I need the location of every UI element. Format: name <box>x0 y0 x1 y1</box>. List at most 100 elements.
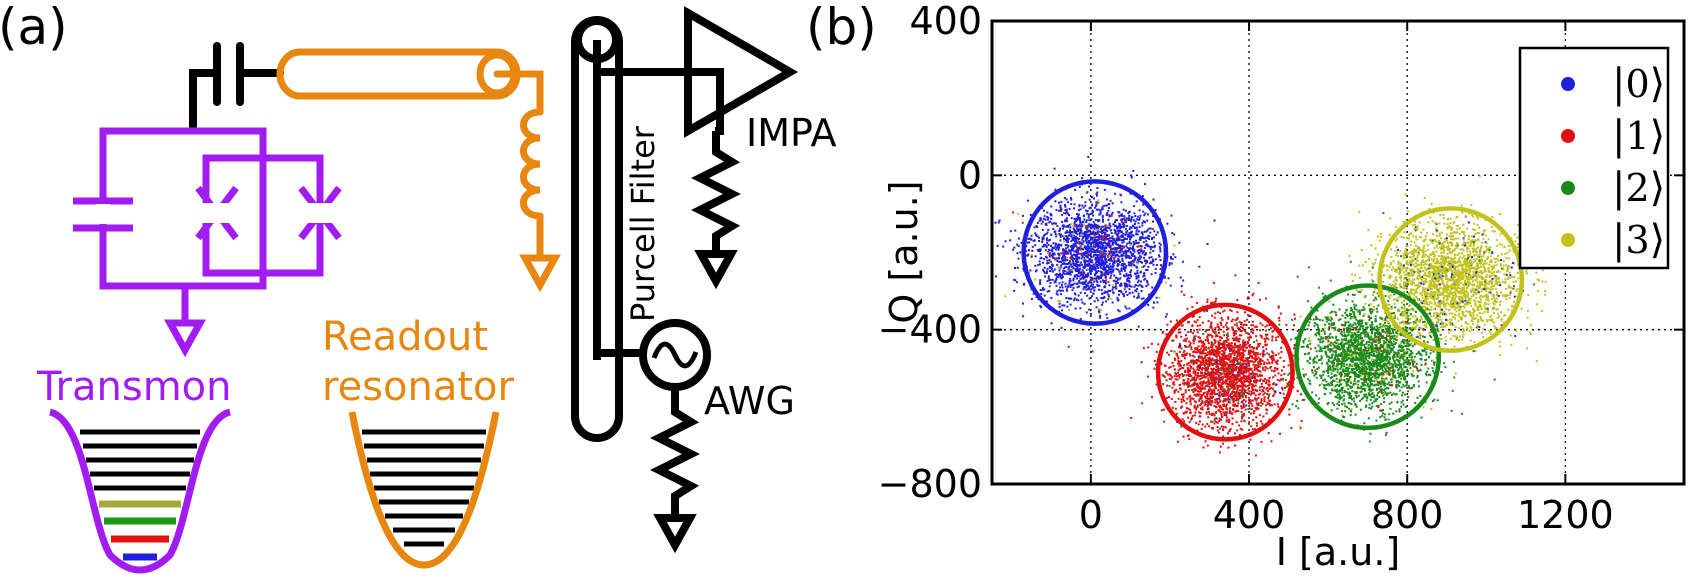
data-point <box>1084 234 1087 237</box>
data-point <box>1152 236 1155 239</box>
data-point <box>1266 386 1269 389</box>
data-point <box>1078 240 1081 243</box>
data-point <box>1206 242 1209 245</box>
data-point <box>1196 348 1199 351</box>
data-point <box>1248 390 1251 393</box>
data-point <box>1073 222 1076 225</box>
data-point <box>1369 398 1372 401</box>
data-point <box>1217 431 1220 434</box>
data-point <box>1062 262 1065 265</box>
data-point <box>1202 352 1205 355</box>
data-point <box>1217 365 1220 368</box>
data-point <box>1191 414 1194 417</box>
data-point <box>1090 270 1093 273</box>
data-point <box>1060 233 1063 236</box>
data-point <box>1129 256 1132 259</box>
data-point <box>1108 254 1111 257</box>
data-point <box>1216 421 1219 424</box>
data-point <box>1406 319 1409 322</box>
data-point <box>1121 233 1124 236</box>
resonator-potential <box>348 411 500 569</box>
data-point <box>1112 252 1115 255</box>
data-point <box>1070 202 1073 205</box>
data-point <box>1341 357 1344 360</box>
data-point <box>1122 254 1125 257</box>
data-point <box>1193 393 1196 396</box>
data-point <box>1276 362 1279 365</box>
data-point <box>1282 359 1285 362</box>
data-point <box>1047 252 1050 255</box>
data-point <box>1402 349 1405 352</box>
data-point <box>1207 390 1210 393</box>
data-point <box>1180 425 1183 428</box>
data-point <box>1083 267 1086 270</box>
data-point <box>1220 414 1223 417</box>
data-point <box>1084 209 1087 212</box>
data-point <box>1238 320 1241 323</box>
data-point <box>1167 396 1170 399</box>
data-point <box>1061 304 1064 307</box>
data-point <box>1134 215 1137 218</box>
data-point <box>1233 405 1236 408</box>
data-point <box>1296 275 1299 278</box>
data-point <box>1254 407 1257 410</box>
data-point <box>1217 367 1220 370</box>
data-point <box>1070 217 1073 220</box>
data-point <box>1205 362 1208 365</box>
data-point <box>1120 225 1123 228</box>
data-point <box>1188 421 1191 424</box>
data-point <box>1086 230 1089 233</box>
data-point <box>1227 374 1230 377</box>
data-point <box>1114 279 1117 282</box>
data-point <box>1206 395 1209 398</box>
data-point <box>1088 308 1091 311</box>
data-point <box>1208 425 1211 428</box>
data-point <box>1228 350 1231 353</box>
data-point <box>1212 352 1215 355</box>
data-point <box>1066 305 1069 308</box>
data-point <box>1168 385 1171 388</box>
data-point <box>1205 397 1208 400</box>
data-point <box>1035 269 1038 272</box>
data-point <box>1205 411 1208 414</box>
data-point <box>1087 240 1090 243</box>
data-point <box>1199 356 1202 359</box>
data-point <box>1248 369 1251 372</box>
data-point <box>1100 235 1103 238</box>
data-point <box>1105 279 1108 282</box>
data-point <box>1026 234 1029 237</box>
data-point <box>1221 442 1224 445</box>
data-point <box>1194 387 1197 390</box>
data-point <box>1146 219 1149 222</box>
data-point <box>1225 405 1228 408</box>
data-point <box>1095 306 1098 309</box>
data-point <box>1241 363 1244 366</box>
data-point <box>1147 265 1150 268</box>
data-point <box>1067 266 1070 269</box>
data-point <box>1227 396 1230 399</box>
data-point <box>1274 391 1277 394</box>
data-point <box>1148 293 1151 296</box>
data-point <box>1240 382 1243 385</box>
data-point <box>1088 280 1091 283</box>
data-point <box>1108 242 1111 245</box>
data-point <box>1203 367 1206 370</box>
data-point <box>1243 412 1246 415</box>
data-point <box>1388 384 1391 387</box>
data-point <box>1238 345 1241 348</box>
data-point <box>1063 254 1066 257</box>
data-point <box>1041 245 1044 248</box>
data-point <box>1374 373 1377 376</box>
data-point <box>1072 237 1075 240</box>
data-point <box>1083 253 1086 256</box>
data-point <box>1106 269 1109 272</box>
data-point <box>1190 359 1193 362</box>
data-point <box>1205 376 1208 379</box>
data-point <box>1071 230 1074 233</box>
data-point <box>1209 326 1212 329</box>
data-point <box>1131 234 1134 237</box>
data-point <box>1259 342 1262 345</box>
data-point <box>1140 261 1143 264</box>
data-point <box>1086 264 1089 267</box>
data-point <box>1107 280 1110 283</box>
